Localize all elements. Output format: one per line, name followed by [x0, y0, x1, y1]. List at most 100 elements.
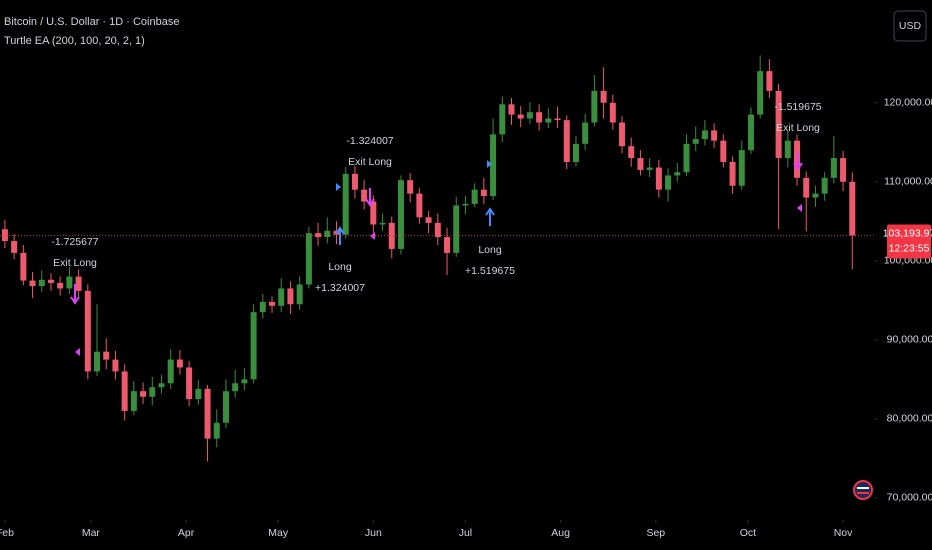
candle-body	[94, 351, 101, 372]
candle-body	[84, 290, 91, 372]
chart-title: Bitcoin / U.S. Dollar · 1D · Coinbase	[4, 16, 179, 28]
candle-body	[526, 112, 533, 119]
marker	[336, 183, 341, 191]
candle-body	[536, 112, 543, 123]
candle-body	[637, 158, 644, 170]
candle-body	[628, 146, 635, 159]
candle-body	[112, 359, 119, 372]
candle-body	[462, 203, 469, 206]
candle-body	[554, 118, 561, 121]
candle-body	[296, 284, 303, 305]
x-tick-label: Jul	[459, 527, 472, 539]
candle-body	[361, 189, 368, 202]
candle-body	[47, 279, 54, 283]
candle-body	[803, 177, 810, 198]
candle-body	[665, 175, 672, 190]
signal-label: Exit Long	[776, 122, 820, 134]
candle-body	[416, 193, 423, 218]
marker	[487, 160, 492, 168]
candle-body	[130, 391, 137, 411]
candle-body	[121, 371, 128, 411]
currency-label[interactable]: USD	[899, 20, 922, 32]
candle-body	[11, 241, 18, 253]
signal-label: -1.519675	[774, 101, 821, 113]
candle-body	[66, 276, 73, 289]
signal-label: Long	[478, 244, 502, 256]
marker	[75, 348, 80, 356]
candle-body	[222, 391, 229, 423]
candle-body	[167, 359, 174, 384]
candle-body	[379, 222, 386, 225]
candle-body	[619, 122, 626, 147]
countdown-label: 12:23:55	[889, 242, 930, 254]
candle-body	[471, 189, 478, 204]
signal-label: Exit Long	[348, 156, 392, 168]
exit-arrow	[793, 152, 803, 171]
candle-body	[158, 383, 165, 388]
flag-stripe	[857, 487, 869, 489]
candle-body	[572, 143, 579, 163]
candle-body	[701, 130, 708, 140]
candle-body	[204, 388, 211, 439]
candle-body	[480, 189, 487, 196]
candle-body	[259, 301, 266, 313]
candle-body	[508, 104, 515, 115]
x-tick-label: Mar	[82, 527, 101, 539]
signal-label: Long	[328, 261, 352, 273]
candle-body	[1, 229, 8, 242]
signal-label: +1.519675	[465, 265, 515, 277]
candle-body	[600, 90, 607, 103]
x-tick-label: May	[268, 527, 289, 539]
candle-body	[250, 312, 257, 380]
y-tick-label: 120,000.00	[884, 97, 932, 109]
entry-arrow	[335, 226, 345, 245]
candle-body	[278, 288, 285, 306]
candle-body	[591, 90, 598, 123]
x-tick-label: Oct	[740, 527, 756, 539]
last-price-label: 103,193.97	[883, 227, 932, 239]
exit-arrow	[70, 284, 80, 305]
candle-body	[103, 351, 110, 360]
signal-markers	[70, 152, 803, 356]
x-tick-label: Apr	[178, 527, 195, 539]
x-tick-label: Feb	[0, 527, 14, 539]
x-tick-label: Jun	[365, 527, 382, 539]
candle-body	[149, 387, 156, 397]
candle-body	[729, 162, 736, 186]
candle-body	[738, 150, 745, 186]
candle-body	[342, 173, 349, 235]
signal-label: -1.725677	[51, 236, 98, 248]
candle-body	[287, 288, 294, 305]
candle-body	[720, 140, 727, 163]
y-tick-label: 90,000.00	[887, 334, 932, 346]
candle-body	[434, 222, 441, 238]
x-tick-label: Nov	[834, 527, 853, 539]
currency-button[interactable]	[893, 10, 927, 42]
candle-body	[38, 279, 45, 287]
candle-body	[186, 367, 193, 400]
candle-body	[655, 167, 662, 190]
candle-body	[425, 217, 432, 223]
x-tick-label: Sep	[646, 527, 665, 539]
candle-body	[241, 379, 248, 384]
y-tick-label: 80,000.00	[887, 413, 932, 425]
signal-label: +1.324007	[315, 282, 365, 294]
candle-body	[57, 282, 64, 289]
candle-body	[646, 167, 653, 170]
candle-body	[849, 181, 856, 236]
candle-body	[757, 71, 764, 115]
last-price-box	[887, 224, 931, 259]
candle-body	[397, 180, 404, 249]
candle-body	[29, 280, 36, 287]
signal-label: -1.324007	[346, 135, 393, 147]
y-tick-label: 110,000.00	[884, 176, 932, 188]
candle-body	[692, 139, 699, 144]
candle-body	[232, 383, 239, 392]
candle-body	[766, 71, 773, 91]
signal-label: Exit Long	[53, 257, 97, 269]
candle-body	[582, 122, 589, 144]
candle-body	[305, 233, 312, 285]
candle-body	[747, 114, 754, 151]
